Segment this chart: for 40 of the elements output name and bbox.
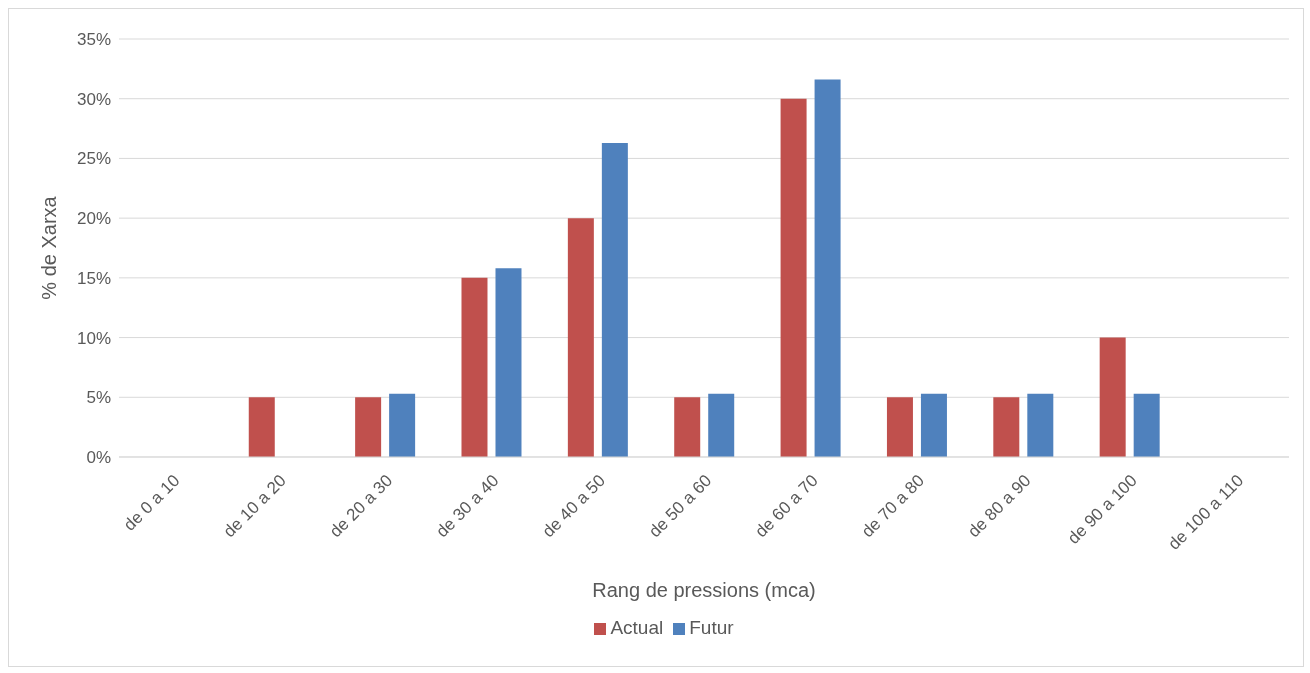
x-tick-label: de 50 a 60 [645,470,716,542]
x-tick-label: de 10 a 20 [219,470,290,542]
bar [920,393,947,457]
bar [461,277,488,457]
x-tick-label: de 90 a 100 [1063,470,1141,548]
x-tick-label: de 100 a 110 [1164,470,1248,554]
y-tick-label: 35% [76,30,111,50]
bar [248,397,275,457]
legend-label: Actual [610,617,664,638]
bar [886,397,913,457]
y-tick-label: 10% [76,328,111,348]
bar [1027,393,1054,457]
x-tick-label: de 0 a 10 [119,470,184,535]
y-tick-label: 30% [76,89,111,109]
legend-label: Futur [689,617,734,638]
bar [567,218,594,457]
x-tick-label: de 80 a 90 [964,470,1035,542]
x-tick-label: de 30 a 40 [432,470,503,542]
bar [674,397,701,457]
bar [1099,337,1126,457]
bar [708,393,735,457]
bar [355,397,382,457]
y-tick-label: 0% [86,448,111,468]
bar [814,79,841,457]
bar [780,98,807,457]
x-tick-label: de 40 a 50 [538,470,609,542]
x-axis-title: Rang de pressions (mca) [592,579,816,601]
y-axis-title: % de Xarxa [38,195,61,300]
bar [601,142,628,457]
y-tick-label: 20% [76,209,111,229]
bar [1133,393,1160,457]
x-tick-label: de 20 a 30 [326,470,397,542]
y-tick-label: 5% [86,388,111,408]
y-tick-label: 15% [76,268,111,288]
x-tick-label: de 60 a 70 [751,470,822,542]
x-tick-label: de 70 a 80 [857,470,929,542]
bar [993,397,1020,457]
bar [495,268,522,457]
bar [389,393,416,457]
y-tick-label: 25% [76,149,111,169]
